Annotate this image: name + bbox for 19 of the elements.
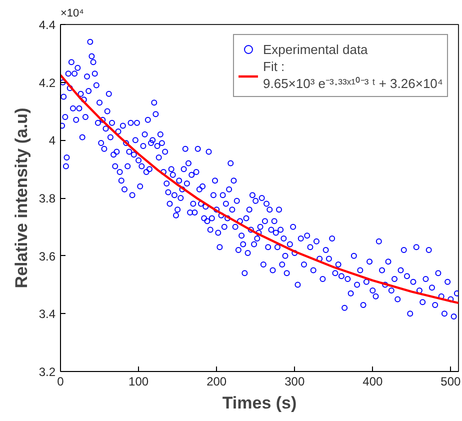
y-tick-label: 3.4	[38, 307, 56, 322]
x-tick-label: 100	[128, 374, 149, 388]
y-tick-label: 4.2	[38, 76, 56, 90]
y-tick-label: 3.8	[38, 192, 56, 206]
y-tick-label: 4.4	[38, 18, 56, 32]
y-axis-title: Relative intensity (a.u)	[12, 108, 31, 288]
x-tick-label: 200	[206, 374, 227, 388]
legend-label: Experimental data	[263, 41, 368, 57]
x-axis-title: Times (s)	[222, 394, 297, 412]
legend-label: Fit : 9.65×10³ e⁻³·³³ˣ¹⁰⁻³ ᵗ + 3.26×10⁴	[263, 59, 443, 92]
x-tick-label: 400	[362, 374, 383, 388]
x-tick-label: 300	[284, 374, 305, 388]
y-tick-label: 4	[48, 134, 56, 148]
text: ×10⁴	[60, 8, 84, 20]
x-tick-label: 0	[57, 374, 64, 388]
y-tick-label: 3.6	[38, 249, 56, 264]
y-tick-label: 3.2	[38, 365, 56, 379]
line-series	[60, 74, 458, 304]
x-tick-label: 500	[440, 374, 462, 388]
